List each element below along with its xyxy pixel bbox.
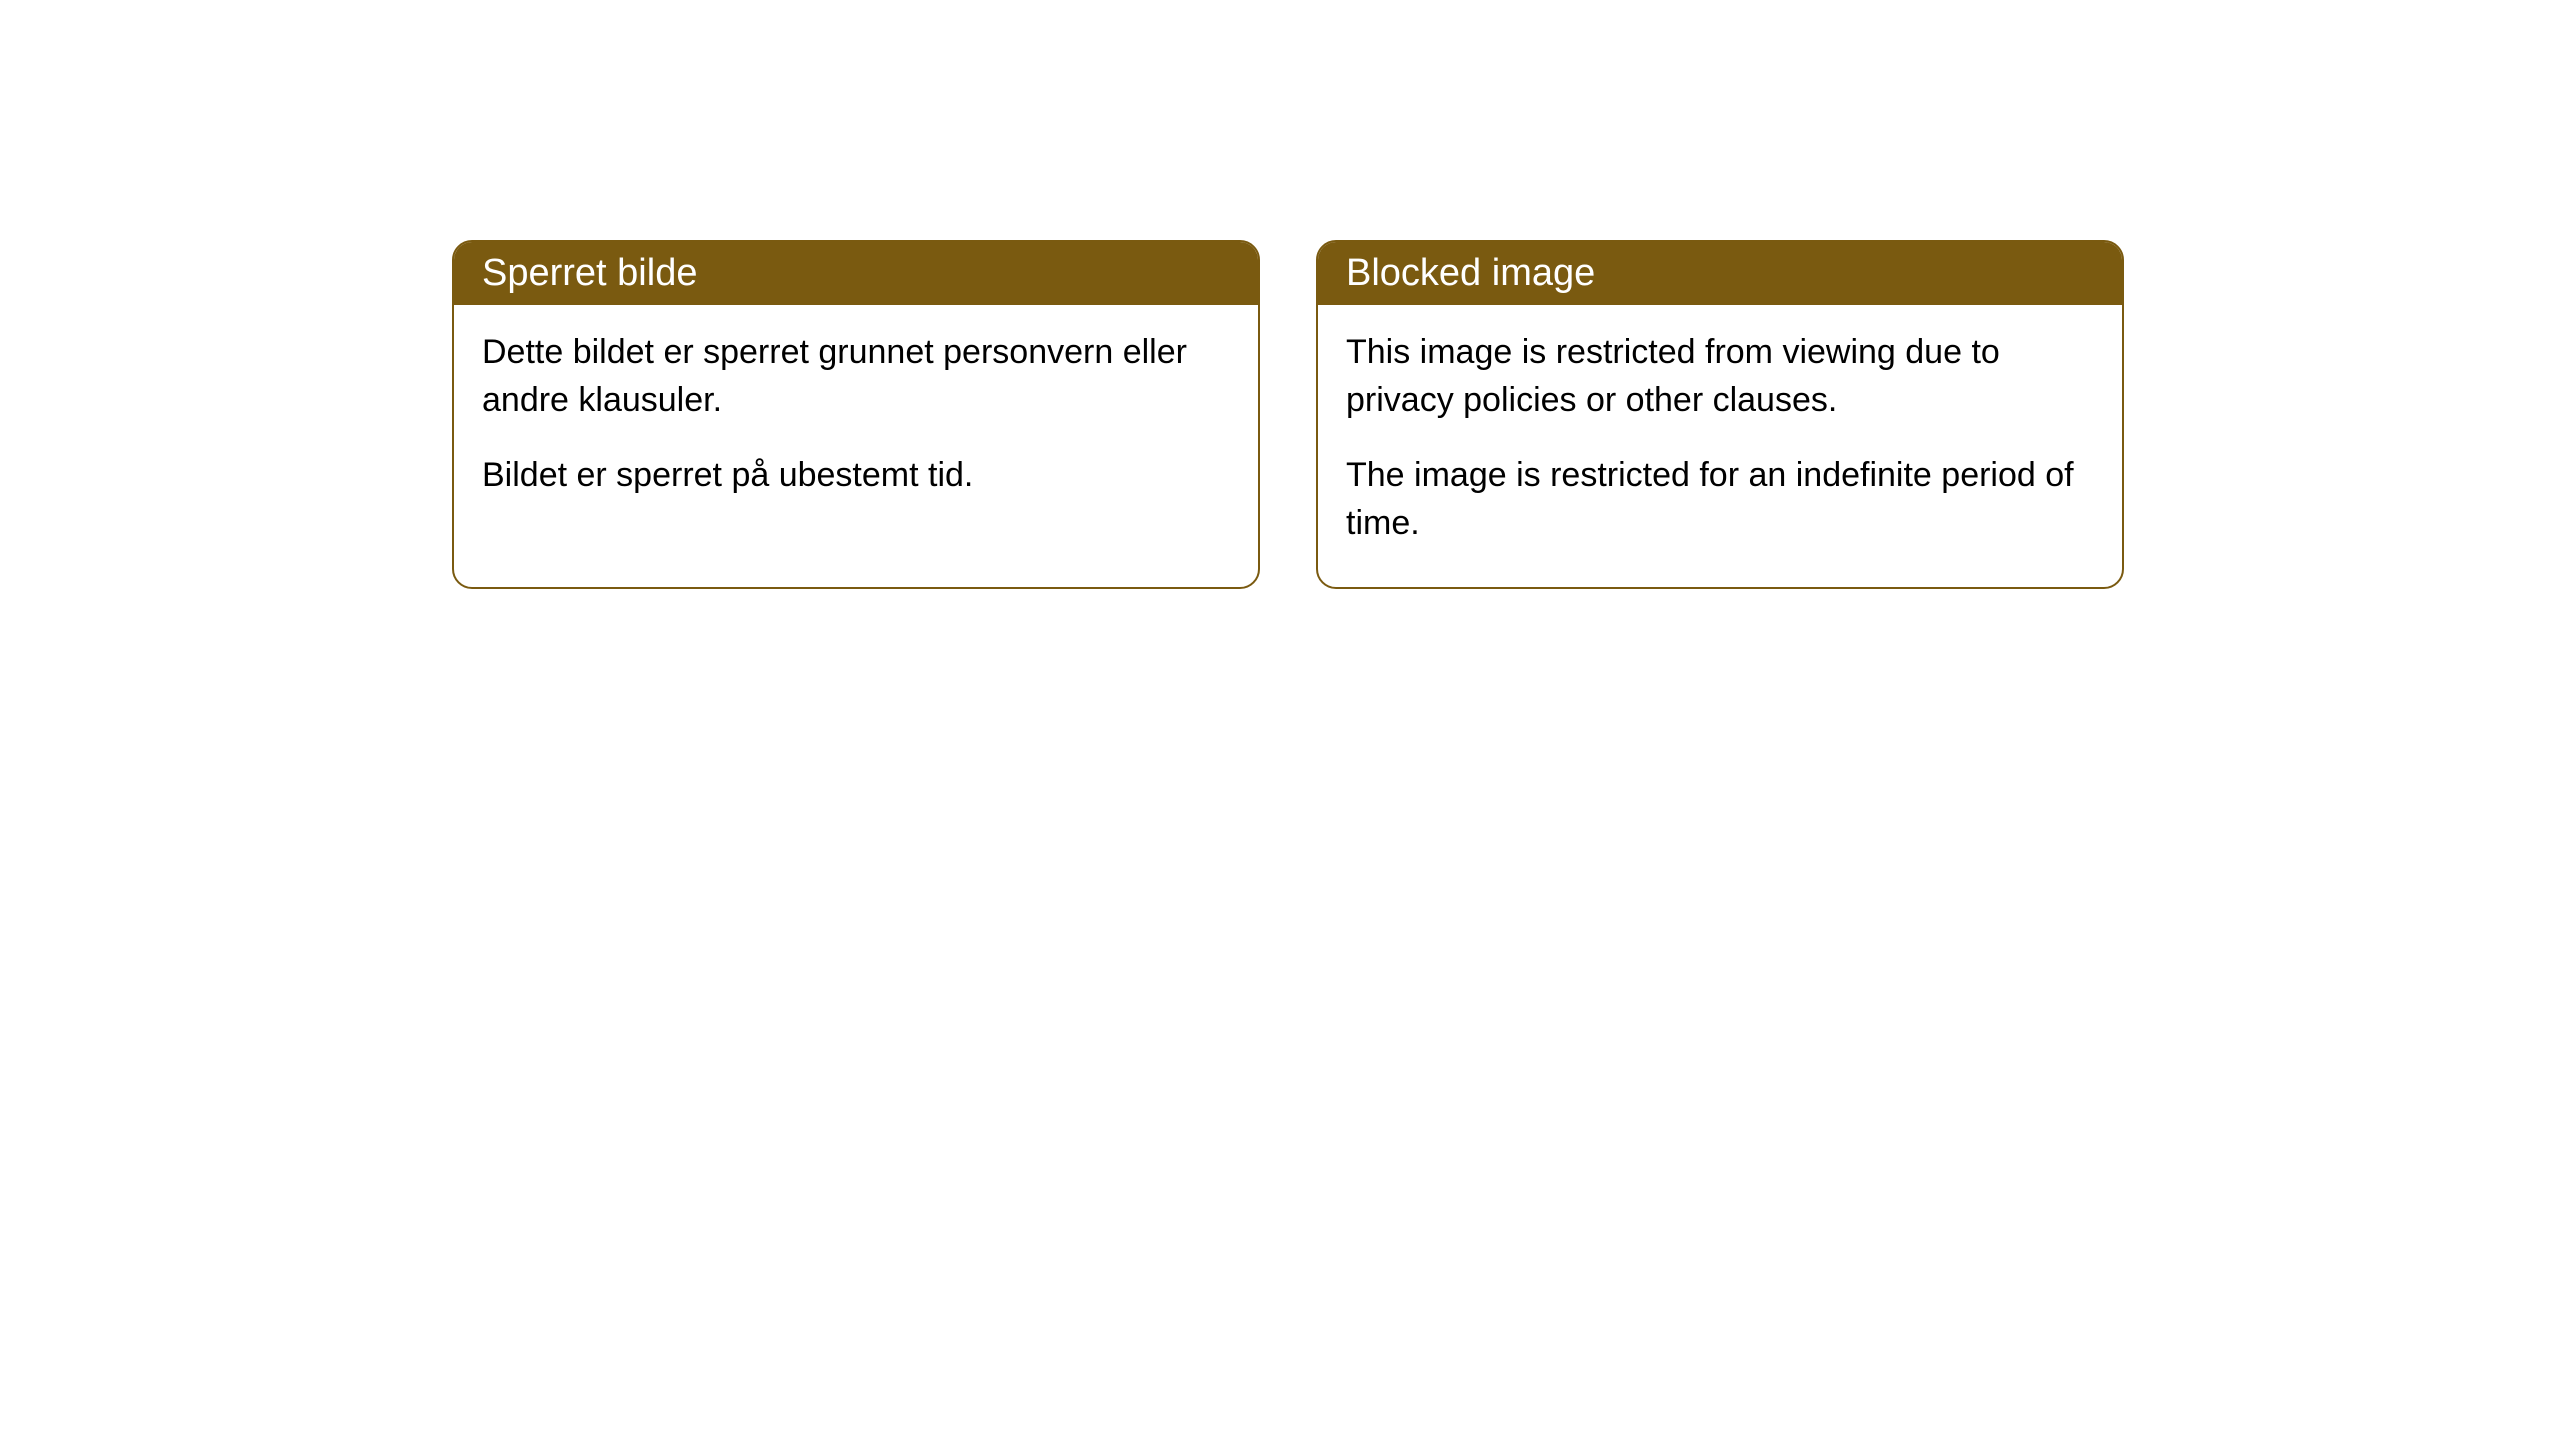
notice-cards-container: Sperret bilde Dette bildet er sperret gr… [0,0,2560,589]
notice-card-norwegian: Sperret bilde Dette bildet er sperret gr… [452,240,1260,589]
notice-card-body: Dette bildet er sperret grunnet personve… [454,305,1258,540]
notice-paragraph-2: Bildet er sperret på ubestemt tid. [482,452,1230,500]
notice-card-header: Sperret bilde [454,242,1258,305]
notice-card-header: Blocked image [1318,242,2122,305]
notice-card-title: Blocked image [1346,252,1595,294]
notice-paragraph-1: Dette bildet er sperret grunnet personve… [482,329,1230,424]
notice-paragraph-2: The image is restricted for an indefinit… [1346,452,2094,547]
notice-card-title: Sperret bilde [482,252,697,294]
notice-card-english: Blocked image This image is restricted f… [1316,240,2124,589]
notice-paragraph-1: This image is restricted from viewing du… [1346,329,2094,424]
notice-card-body: This image is restricted from viewing du… [1318,305,2122,587]
